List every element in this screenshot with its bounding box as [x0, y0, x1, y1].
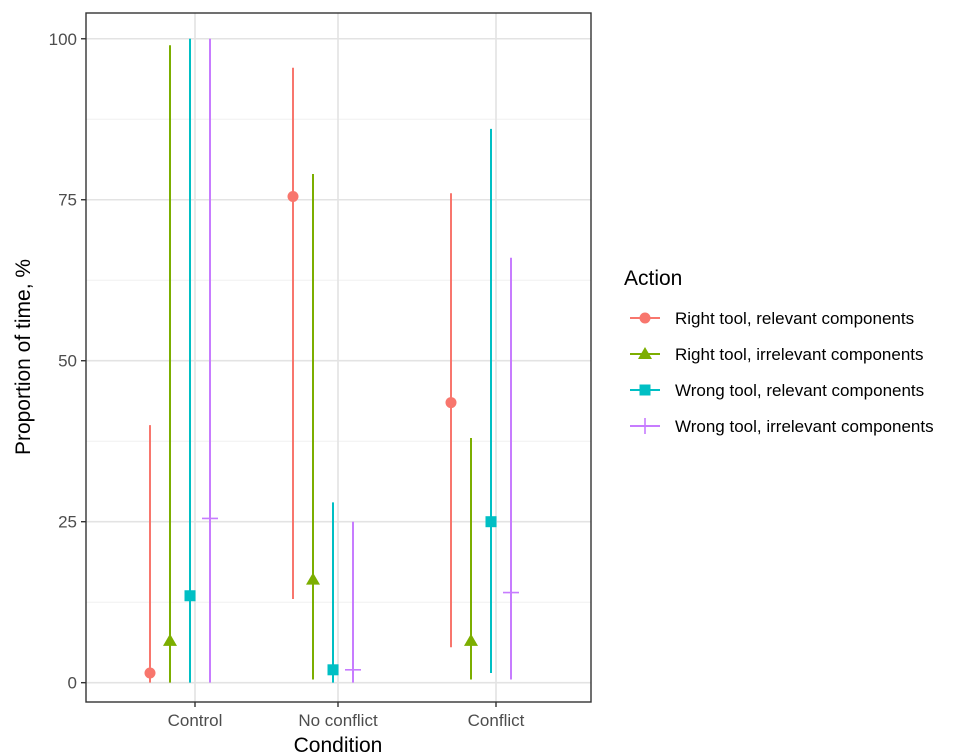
legend-title: Action — [624, 267, 682, 290]
data-point — [306, 572, 320, 585]
series-3 — [184, 38, 497, 683]
data-point — [144, 667, 156, 679]
legend-key-symbol — [639, 312, 651, 324]
x-tick-label: Control — [168, 711, 223, 730]
y-tick-label: 100 — [49, 30, 77, 49]
legend-key-symbol — [638, 347, 652, 359]
data-point — [485, 516, 497, 528]
y-axis-title: Proportion of time, % — [12, 259, 35, 455]
series-2 — [163, 45, 478, 683]
data-point — [202, 510, 218, 527]
legend-label: Right tool, relevant components — [675, 309, 914, 328]
grid-lines — [86, 13, 591, 702]
x-tick-label: No conflict — [298, 711, 378, 730]
data-point — [163, 633, 177, 646]
data-point — [287, 191, 299, 203]
data-point — [327, 664, 339, 676]
legend-item: Right tool, irrelevant components — [630, 345, 924, 364]
data-point — [464, 633, 478, 646]
legend-label: Right tool, irrelevant components — [675, 345, 924, 364]
legend-item: Wrong tool, irrelevant components — [630, 417, 934, 436]
data-point — [445, 397, 457, 409]
axes: 0 25 50 75 100 Control No conflict Conflict — [49, 30, 525, 730]
legend-item: Right tool, relevant components — [630, 309, 914, 328]
x-axis-title: Condition — [294, 734, 383, 756]
y-tick-label: 50 — [58, 352, 77, 371]
legend-item: Wrong tool, relevant components — [630, 381, 924, 400]
y-tick-label: 0 — [68, 674, 77, 693]
legend-key-symbol — [639, 384, 651, 396]
data-point — [184, 590, 196, 602]
y-tick-label: 75 — [58, 191, 77, 210]
series-4 — [202, 38, 519, 683]
legend-key-symbol — [637, 418, 653, 434]
legend: Action Right tool, relevant components Ri… — [624, 267, 934, 436]
y-tick-label: 25 — [58, 513, 77, 532]
series-1 — [144, 67, 457, 683]
data-point — [503, 584, 519, 601]
data-point — [345, 661, 361, 678]
x-tick-label: Conflict — [468, 711, 525, 730]
data-marks — [144, 38, 519, 683]
legend-label: Wrong tool, relevant components — [675, 381, 924, 400]
legend-label: Wrong tool, irrelevant components — [675, 417, 934, 436]
